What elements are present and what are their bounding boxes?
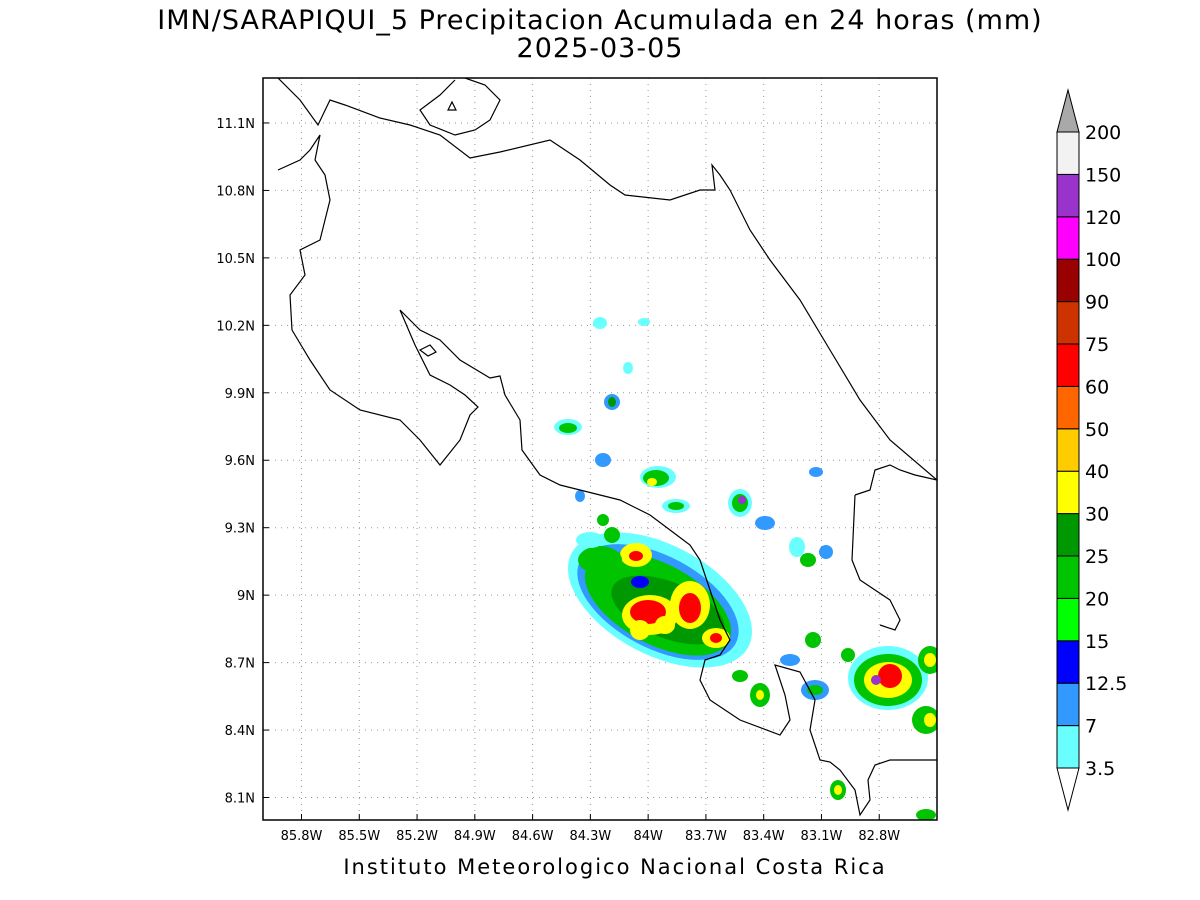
colorbar-label: 150 [1085,164,1121,186]
colorbar-segment [1056,131,1080,175]
colorbar-label: 15 [1085,631,1109,653]
lat-tick-label: 9.3N [225,522,255,537]
colorbar-segment [1056,725,1080,769]
lon-tick-label: 83.7W [685,829,727,844]
axis-ticks: 85.8W 85.5W 85.2W 84.9W 84.6W 84.3W 84W 83.7W 83… [216,117,900,844]
colorbar-segment [1056,258,1080,303]
colorbar-label: 3.5 [1085,758,1115,780]
precipitation-field [554,317,937,820]
colorbar-over-arrow [1056,88,1080,133]
colorbar-segment [1056,343,1080,387]
lat-tick-label: 9N [237,589,255,604]
colorbar-under-arrow [1056,767,1080,812]
lon-tick-label: 84W [633,829,663,844]
colorbar-segment [1056,428,1080,472]
colorbar-label: 75 [1085,334,1109,356]
colorbar-segment [1056,640,1080,684]
lon-tick-label: 85.8W [281,829,323,844]
colorbar-segment [1056,513,1080,557]
colorbar-label: 100 [1085,249,1121,271]
lon-tick-label: 82.8W [858,829,900,844]
colorbar-label: 60 [1085,376,1109,398]
colorbar-segment [1056,470,1080,515]
colorbar: 3.5 7 12.5 15 20 25 30 40 50 60 75 90 100 120 150 200 [1056,88,1127,812]
lon-tick-label: 83.1W [801,829,843,844]
lat-tick-label: 8.4N [225,724,255,739]
colorbar-label: 25 [1085,546,1109,568]
lat-tick-label: 11.1N [216,117,255,132]
precip-cluster-south [732,632,937,820]
precip-cluster-pacific [568,527,752,668]
coastlines [277,78,937,817]
footer-credit: Instituto Meteorologico Nacional Costa R… [343,855,887,879]
lat-tick-label: 10.2N [216,319,255,334]
colorbar-label: 30 [1085,504,1109,526]
colorbar-segment [1056,216,1080,260]
colorbar-label: 120 [1085,207,1121,229]
lon-tick-label: 84.9W [454,829,496,844]
colorbar-segment [1056,301,1080,345]
colorbar-label: 20 [1085,588,1109,610]
precip-cluster-north [554,317,833,567]
colorbar-label: 40 [1085,461,1109,483]
colorbar-segment [1056,555,1080,599]
colorbar-segment [1056,597,1080,642]
grid-lines [263,78,937,820]
lon-tick-label: 85.5W [338,829,380,844]
lat-tick-label: 10.8N [216,184,255,199]
map-frame [262,77,938,821]
colorbar-segment [1056,385,1080,430]
lon-tick-label: 83.4W [743,829,785,844]
lat-tick-label: 8.7N [225,657,255,672]
colorbar-label: 90 [1085,292,1109,314]
lat-tick-label: 10.5N [216,252,255,267]
lat-tick-label: 9.9N [225,387,255,402]
colorbar-label: 200 [1085,122,1121,144]
colorbar-label: 50 [1085,419,1109,441]
map-date: 2025-03-05 [516,33,684,64]
colorbar-segment [1056,682,1080,727]
lat-tick-label: 9.6N [225,454,255,469]
colorbar-segment [1056,173,1080,218]
lon-tick-label: 84.3W [569,829,611,844]
map-title: IMN/SARAPIQUI_5 Precipitacion Acumulada … [157,5,1043,36]
lon-tick-label: 85.2W [396,829,438,844]
colorbar-label: 7 [1085,716,1097,738]
lon-tick-label: 84.6W [512,829,554,844]
lat-tick-label: 8.1N [225,792,255,807]
colorbar-label: 12.5 [1085,673,1127,695]
